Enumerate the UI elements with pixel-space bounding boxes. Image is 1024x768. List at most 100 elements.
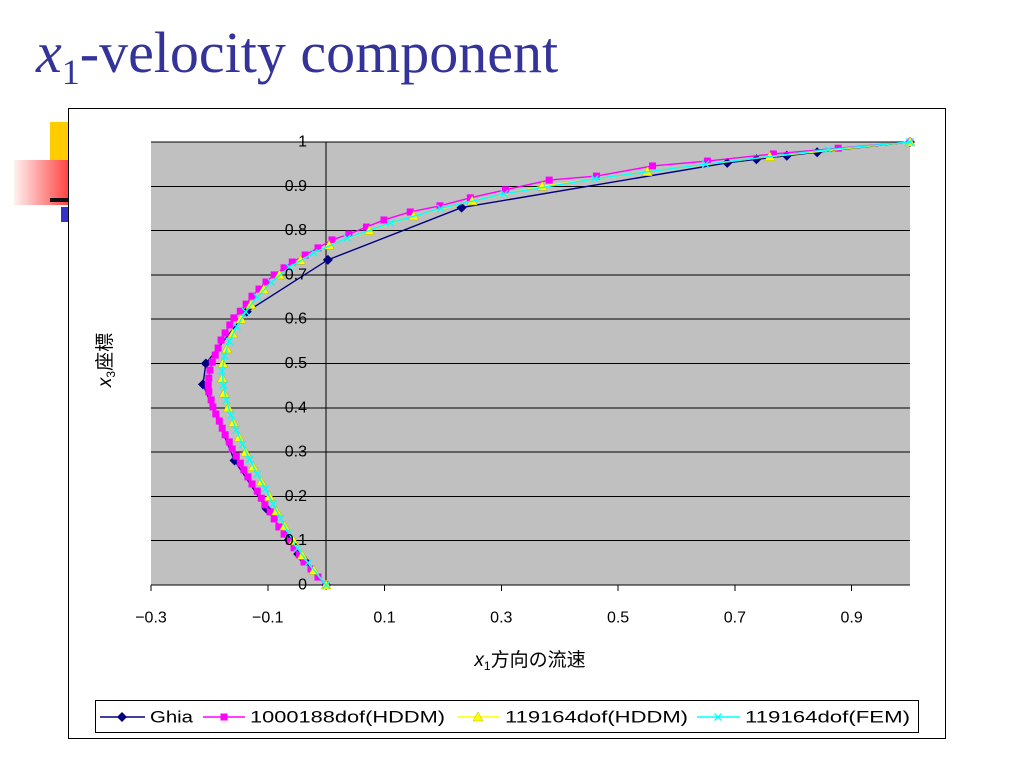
series-1000188dof-hddm-point (236, 307, 244, 315)
series-1000188dof-hddm-point (221, 329, 229, 337)
series-119164dof-fem-point (386, 219, 395, 228)
series-1000188dof-hddm-point (290, 544, 298, 552)
series-1000188dof-hddm-point (301, 251, 309, 259)
x-tick-label: 0.3 (490, 610, 512, 627)
y-tick-label: 0.2 (285, 488, 307, 505)
legend-label-119164dof-fem: 119164dof(FEM) (745, 708, 910, 727)
y-tick-label: 0.3 (285, 444, 307, 461)
series-119164dof-fem-point (253, 470, 262, 479)
series-119164dof-fem-point (219, 381, 228, 390)
series-119164dof-fem-point (322, 581, 331, 589)
series-119164dof-fem-point (225, 337, 234, 346)
series-1000188dof-hddm-point (300, 558, 308, 566)
x-tick-label: 0.1 (373, 610, 395, 627)
series-1000188dof-hddm-point (248, 480, 256, 488)
series-1000188dof-hddm-point (314, 244, 322, 252)
series-ghia-point (200, 358, 211, 369)
series-1000188dof-hddm-point (225, 438, 233, 446)
x-tick-label: −0.3 (135, 610, 167, 627)
series-119164dof-fem-point (304, 558, 313, 567)
series-1000188dof-hddm-point (236, 459, 244, 467)
series-1000188dof-hddm-point (501, 186, 509, 194)
y-tick-label: 0.1 (285, 532, 307, 549)
series-1000188dof-hddm-point (275, 523, 283, 531)
series-layer (197, 136, 916, 590)
y-tick-label: 1 (298, 134, 307, 151)
legend-label-1000188dof-hddm: 1000188dof(HDDM) (250, 708, 445, 727)
slide-title: x1-velocity component (36, 24, 558, 93)
chart-svg: −0.3 −0.1 0.1 0.3 0.5 0.7 0.9 0 0.1 0.2 0.3 0.4 0.5 0… (68, 108, 946, 739)
series-1000188dof-hddm-point (228, 445, 236, 453)
series-1000188dof-hddm-point (314, 573, 322, 581)
series-1000188dof-hddm-point (211, 351, 219, 359)
y-tick-label: 0.8 (285, 222, 307, 239)
series-119164dof-fem-point (241, 307, 250, 316)
series-119164dof-fem-point (906, 138, 914, 146)
series-1000188dof-hddm-point (285, 537, 293, 545)
series-119164dof-hddm-point (258, 284, 270, 294)
x-axis-title: x1方向の流速 (473, 649, 585, 673)
series-1000188dof-hddm-point (207, 396, 215, 404)
series-119164dof-fem-point (238, 440, 247, 449)
series-119164dof-fem-point (293, 544, 302, 553)
slide-title-variable: x (36, 20, 62, 85)
y-axis-title-variable: x (95, 376, 116, 388)
series-119164dof-fem-point (232, 425, 241, 434)
series-1000188dof-hddm-point (255, 285, 263, 293)
series-1000188dof-hddm-point (244, 473, 252, 481)
series-ghia-point (322, 254, 333, 265)
series-1000188dof-hddm-point (242, 300, 250, 308)
series-1000188dof-hddm-point (257, 494, 265, 502)
series-1000188dof-hddm-point (217, 336, 225, 344)
series-1000188dof-hddm-point (436, 202, 444, 210)
series-119164dof-fem-point (309, 248, 318, 257)
series-1000188dof-hddm-point (270, 515, 278, 523)
series-1000188dof-hddm-point (288, 258, 296, 266)
slide-title-text: -velocity component (79, 20, 559, 85)
y-tick-label: 0.5 (285, 355, 307, 372)
series-1000188dof-hddm-point (218, 424, 226, 432)
series-1000188dof-hddm-point (280, 530, 288, 538)
y-axis-title-text: 座標 (94, 333, 116, 371)
series-1000188dof-hddm-point (205, 374, 213, 382)
series-ghia-point (722, 157, 733, 168)
series-1000188dof-hddm-point (208, 358, 216, 366)
series-119164dof-fem-point (227, 411, 235, 420)
series-119164dof-fem-point (284, 529, 293, 538)
y-tick-label: 0.6 (285, 311, 307, 328)
series-1000188dof-hddm-point (307, 565, 315, 573)
series-1000188dof-hddm-point (545, 176, 553, 184)
series-ghia-point (751, 154, 762, 165)
series-119164dof-fem-point (590, 174, 599, 183)
y-tick-label: 0.7 (285, 266, 307, 283)
chart: −0.3 −0.1 0.1 0.3 0.5 0.7 0.9 0 0.1 0.2 0.3 0.4 0.5 0… (68, 108, 946, 739)
series-1000188dof-hddm-point (209, 403, 217, 411)
legend-keys (100, 711, 740, 722)
x-tick-label: −0.1 (252, 610, 284, 627)
y-axis-title: x3座標 (94, 333, 118, 388)
series-1000188dof-hddm-point (406, 208, 414, 216)
tick-labels: −0.3 −0.1 0.1 0.3 0.5 0.7 0.9 0 0.1 0.2 0.3 0.4 0.5 0… (135, 134, 863, 627)
legend-key-119164dof-fem-marker (714, 713, 722, 721)
series-1000188dof-hddm-point (380, 216, 388, 224)
series-119164dof-fem-point (285, 263, 294, 272)
series-119164dof-fem-point (269, 499, 277, 508)
y-tick-label: 0 (298, 577, 307, 594)
series-1000188dof-hddm-point (232, 452, 240, 460)
legend: Ghia 1000188dof(HDDM) 119164dof(HDDM) 11… (95, 700, 919, 733)
series-1000188dof-hddm-point (212, 410, 220, 418)
slide-title-subscript: 1 (61, 52, 80, 92)
series-1000188dof-hddm-point (280, 264, 288, 272)
series-119164dof-fem-point (245, 455, 254, 464)
series-119164dof-fem-point (267, 278, 276, 287)
series-1000188dof-hddm-point (328, 236, 336, 244)
series-119164dof-fem-point (220, 352, 229, 360)
x-tick-label: 0.7 (724, 610, 746, 627)
series-1000188dof-hddm-point (466, 194, 474, 202)
y-tick-label: 0.9 (285, 178, 307, 195)
series-119164dof-fem-point (276, 514, 285, 523)
series-1000188dof-hddm-point (215, 417, 223, 425)
series-119164dof-fem-point (232, 322, 241, 331)
legend-label-119164dof-hddm: 119164dof(HDDM) (505, 708, 688, 727)
x-axis-title-variable: x (473, 650, 485, 671)
